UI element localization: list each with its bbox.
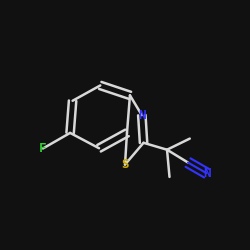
Text: F: F bbox=[39, 142, 47, 155]
Text: N: N bbox=[203, 167, 210, 180]
Text: S: S bbox=[121, 158, 129, 171]
Text: N: N bbox=[138, 108, 145, 122]
